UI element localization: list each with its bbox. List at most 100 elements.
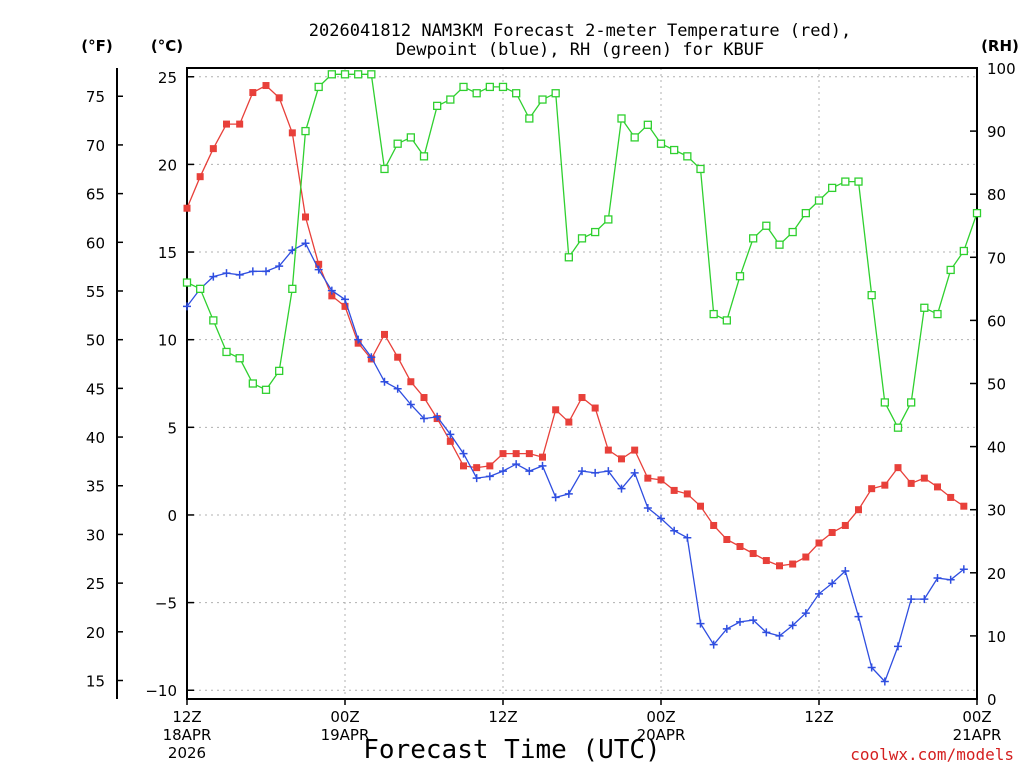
x-tick-label: 12Z <box>488 708 517 726</box>
x-tick-label: 20APR <box>637 726 686 744</box>
fahrenheit-tick-label: 65 <box>86 186 105 204</box>
relative-humidity-point <box>419 152 429 161</box>
2-meter-dewpoint-point <box>275 262 284 271</box>
x-tick-label: 00Z <box>962 708 991 726</box>
2-meter-temperature-point <box>920 474 928 482</box>
celsius-tick-label: 25 <box>158 69 177 87</box>
2-meter-temperature-point <box>209 145 217 153</box>
2-meter-temperature-point <box>499 450 507 458</box>
2-meter-temperature-point <box>960 502 968 510</box>
2-meter-temperature-point <box>710 521 718 529</box>
2-meter-temperature-point <box>460 462 467 470</box>
rh-tick-label: 10 <box>987 628 1006 646</box>
2-meter-temperature-point <box>275 94 283 102</box>
2-meter-temperature-point <box>762 557 770 565</box>
x-tick-label: 12Z <box>804 708 833 726</box>
celsius-tick-label: 5 <box>167 419 177 437</box>
relative-humidity-point <box>946 265 955 275</box>
2-meter-dewpoint-point <box>525 467 534 476</box>
2-meter-dewpoint-point <box>959 565 968 574</box>
2-meter-dewpoint-point <box>946 575 955 584</box>
relative-humidity-point <box>972 208 982 218</box>
plot-frame <box>186 67 978 700</box>
relative-humidity-point <box>828 183 837 193</box>
relative-humidity-point <box>564 253 573 262</box>
2-meter-temperature-point <box>552 406 560 414</box>
2-meter-temperature-point <box>881 481 889 489</box>
unit-label-fahrenheit: (°F) <box>81 37 112 55</box>
relative-humidity-point <box>367 70 376 79</box>
2-meter-temperature-point <box>328 292 336 300</box>
relative-humidity-point <box>880 398 889 407</box>
2-meter-temperature-point <box>473 464 481 472</box>
2-meter-temperature-point <box>223 120 230 128</box>
x-tick-label: 21APR <box>953 726 1002 744</box>
fahrenheit-tick-label: 70 <box>86 137 105 155</box>
2-meter-temperature-point <box>841 521 849 529</box>
2-meter-temperature-point <box>907 479 915 487</box>
relative-humidity-point <box>630 133 639 142</box>
2-meter-temperature-point <box>315 260 323 268</box>
celsius-tick-label: 20 <box>158 156 177 174</box>
2-meter-dewpoint-point <box>512 460 521 469</box>
2-meter-temperature-point <box>302 213 309 221</box>
2-meter-temperature-point <box>394 353 402 361</box>
relative-humidity-point <box>749 234 758 243</box>
relative-humidity-point <box>617 114 626 123</box>
2-meter-temperature-point <box>789 560 797 568</box>
x-axis-label: Forecast Time (UTC) <box>363 735 660 765</box>
x-tick-label: 00Z <box>330 708 359 726</box>
relative-humidity-point <box>959 246 968 256</box>
relative-humidity-point <box>591 227 600 237</box>
2-meter-temperature-point <box>776 562 783 570</box>
2-meter-temperature-point <box>736 543 744 551</box>
relative-humidity-point <box>182 278 192 287</box>
x-tick-label: 2026 <box>168 744 206 762</box>
fahrenheit-tick-label: 75 <box>86 88 105 106</box>
2-meter-temperature-point <box>894 464 902 472</box>
fahrenheit-tick-label: 25 <box>86 575 105 593</box>
2-meter-dewpoint-point <box>880 677 889 686</box>
2-meter-temperature-point <box>446 437 454 445</box>
fahrenheit-tick-label: 20 <box>86 624 105 642</box>
relative-humidity-point <box>814 196 824 205</box>
relative-humidity-point <box>907 398 916 407</box>
2-meter-temperature-point <box>249 89 257 97</box>
fahrenheit-tick-label: 40 <box>86 429 105 447</box>
2-meter-temperature-point <box>578 394 586 402</box>
relative-humidity-point <box>841 177 850 186</box>
2-meter-dewpoint-point <box>828 579 837 588</box>
2-meter-dewpoint-point <box>499 467 507 476</box>
2-meter-temperature-point <box>802 553 810 561</box>
relative-humidity-point <box>643 120 652 129</box>
relative-humidity-point <box>314 82 323 92</box>
2-meter-temperature-point <box>604 446 612 454</box>
relative-humidity-point <box>709 309 718 319</box>
relative-humidity-point <box>933 309 942 319</box>
axes: 2520151050−5−107570656055504540353025201… <box>86 60 1016 762</box>
2-meter-dewpoint-point <box>696 619 705 628</box>
2-meter-temperature-point <box>236 120 244 128</box>
relative-humidity-point <box>446 95 455 104</box>
2-meter-dewpoint-point <box>643 503 652 512</box>
2-meter-temperature-point <box>196 173 204 181</box>
rh-tick-label: 0 <box>987 691 997 709</box>
2-meter-temperature-point <box>539 453 546 461</box>
relative-humidity-point <box>735 272 745 281</box>
fahrenheit-tick-label: 30 <box>86 526 105 544</box>
2-meter-temperature-point <box>723 535 731 543</box>
relative-humidity-point <box>683 152 692 161</box>
2-meter-dewpoint-point <box>920 595 929 604</box>
2-meter-dewpoint-point <box>630 468 639 477</box>
2-meter-dewpoint-point <box>446 430 455 439</box>
2-meter-temperature-point <box>657 476 665 484</box>
2-meter-dewpoint-point <box>538 461 547 470</box>
relative-humidity-point <box>512 89 521 98</box>
rh-tick-label: 30 <box>987 502 1006 520</box>
fahrenheit-tick-label: 35 <box>86 478 105 496</box>
2-meter-dewpoint-point <box>578 467 586 476</box>
2-meter-dewpoint-point <box>867 663 876 672</box>
relative-humidity-point <box>525 114 534 123</box>
relative-humidity-point <box>340 70 350 79</box>
2-meter-dewpoint-point <box>222 269 231 278</box>
